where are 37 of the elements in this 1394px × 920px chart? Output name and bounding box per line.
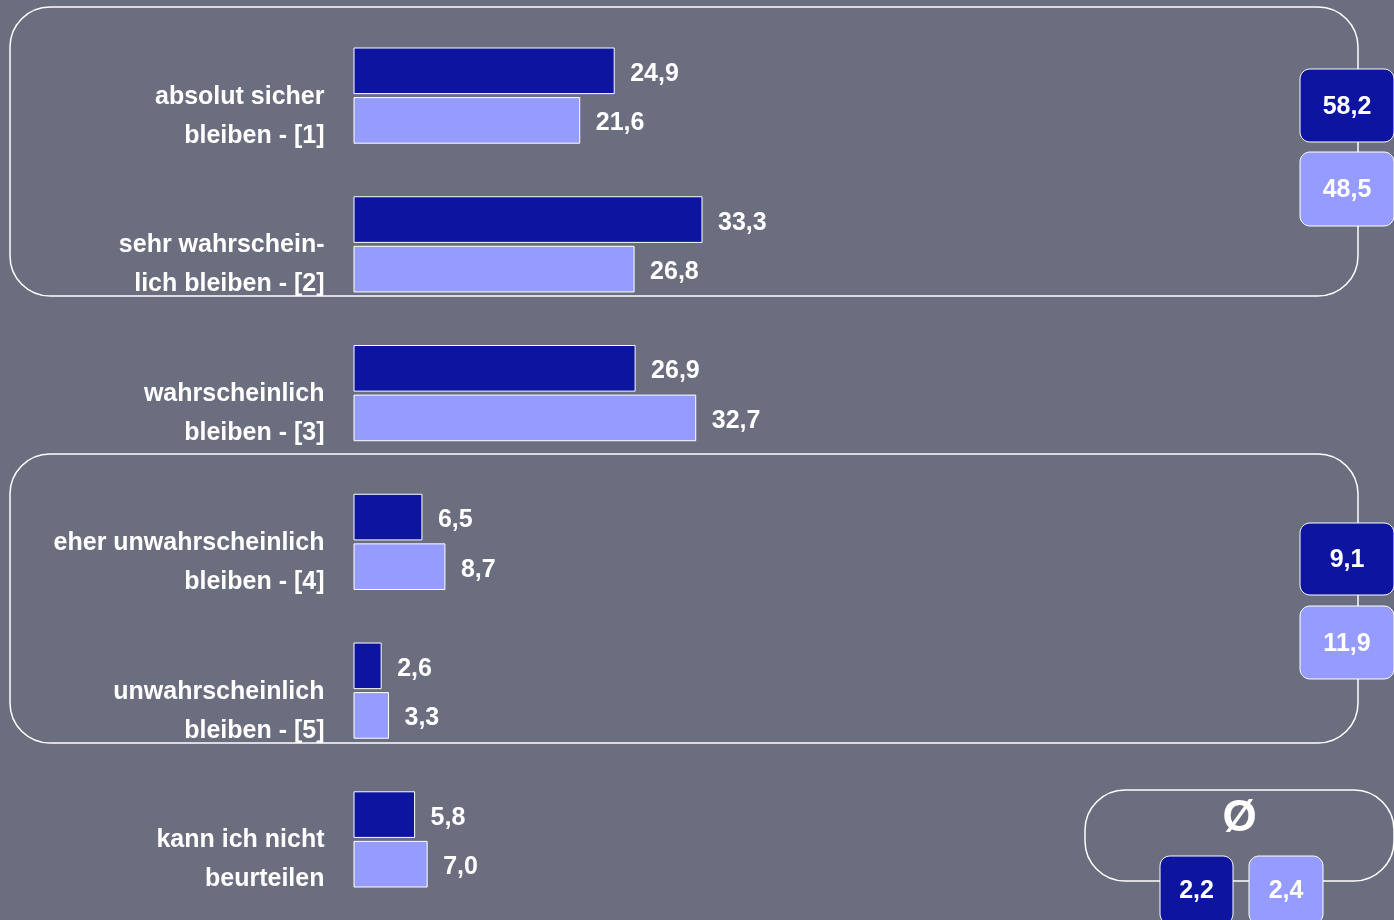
bar [353,345,636,392]
bar [353,840,428,888]
y-tick-label: eher unwahrscheinlich bleiben - [4] [53,526,325,594]
y-tick-label: sehr wahrschein- lich bleiben - [2] [118,229,325,297]
text: 48,5 [1322,174,1372,202]
data-label: 26,8 [650,256,699,285]
data-label: 5,8 [430,801,466,830]
bar [353,493,423,541]
text: 11,9 [1323,627,1371,656]
y-tick-label: kann ich nicht beurteilen [156,824,326,892]
bar [353,245,635,293]
bar [353,692,389,739]
y-tick-label: wahrscheinlich bleiben - [3] [142,378,325,446]
data-label: 21,6 [595,107,645,136]
data-label: 3,3 [404,702,440,731]
bar [353,543,446,590]
data-label: 6,5 [437,504,473,533]
bar [353,642,382,690]
data-label: 7,0 [443,851,478,880]
bar [353,394,697,442]
data-label: 8,7 [460,553,496,582]
data-label: 32,7 [711,404,761,433]
data-label: 2,6 [397,652,432,681]
bar [353,196,703,243]
bar [353,47,615,95]
text: 2,4 [1268,875,1304,903]
y-tick-label: absolut sicher bleiben - [1] [155,80,325,148]
data-label: 33,3 [718,206,767,235]
data-label: 26,9 [651,355,700,384]
data-label: 24,9 [630,57,679,86]
bar [353,791,416,838]
text: 58,2 [1322,90,1372,119]
text: Ø [1222,791,1257,840]
text: 9,1 [1329,544,1365,572]
bar [353,97,581,144]
text: 2,2 [1179,875,1214,903]
y-tick-label: unwahrscheinlich bleiben - [5] [113,675,325,743]
